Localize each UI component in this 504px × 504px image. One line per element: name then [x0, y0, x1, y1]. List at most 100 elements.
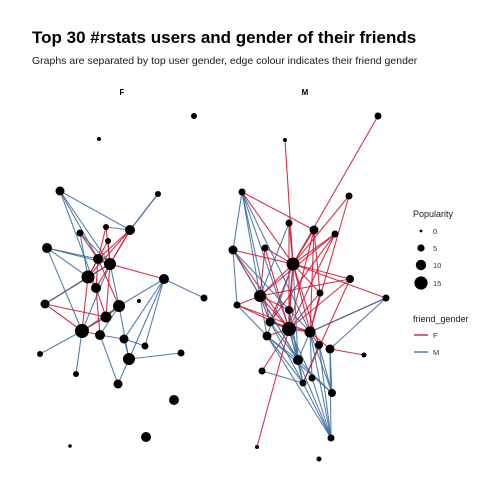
panel-f-edge-46 — [75, 330, 83, 375]
panel-m-edge-40 — [236, 304, 290, 330]
panel-f-edge-15 — [46, 247, 89, 278]
legend-popularity-label-10: 10 — [433, 261, 441, 270]
panel-f-node-m — [91, 283, 101, 293]
facet-label-f: F — [120, 88, 125, 97]
panel-m-node-c — [345, 192, 353, 200]
panel-m-edge-83 — [236, 304, 268, 337]
panel-f-edge-51 — [128, 352, 182, 360]
panel-f-node-b — [97, 137, 101, 141]
panel-f-node-e — [76, 229, 84, 237]
panel-m-edge-63 — [266, 335, 304, 384]
panel-m-edge-16 — [288, 233, 336, 330]
panel-m-node-x — [308, 374, 316, 382]
panel-m-edge-7 — [241, 191, 261, 297]
panel-f-node-aa — [73, 371, 79, 377]
panel-m-node-e — [285, 219, 293, 227]
panel-f-edge-54 — [46, 247, 99, 260]
panel-f-node-h — [42, 243, 52, 253]
panel-m-edge-35 — [309, 292, 321, 333]
panel-m-edge-71 — [297, 359, 332, 439]
panel-f-node-g — [125, 225, 135, 235]
legend-popularity-label-0: 0 — [433, 227, 437, 236]
panel-f-edge-34 — [144, 278, 165, 347]
panel-m-edge-36 — [259, 295, 290, 330]
panel-m-node-aa — [361, 352, 367, 358]
panel-f-node-f — [103, 224, 109, 230]
panel-m-edge-67 — [318, 344, 333, 394]
panel-f-edge-42 — [44, 263, 111, 305]
panel-m-edge-73 — [311, 377, 332, 439]
panel-m-node-y — [258, 367, 266, 375]
panel-f-node-v — [119, 334, 129, 344]
panel-m-edge-10 — [288, 222, 294, 265]
panel-f-node-q — [100, 311, 112, 323]
panel-f-node-t — [137, 299, 141, 303]
panel-m-edge-59 — [309, 331, 332, 439]
panel-f-nodes — [37, 113, 208, 448]
legend-popularity-key-15 — [414, 276, 428, 290]
panel-m-edge-68 — [318, 344, 332, 439]
panel-m-edge-75 — [261, 370, 304, 384]
panel-f-node-n — [159, 274, 169, 284]
panel-f-edge-40 — [44, 303, 107, 318]
panel-m-node-p — [233, 301, 241, 309]
panel-f-edge-7 — [97, 226, 107, 260]
panel-m-edge-19 — [264, 247, 290, 330]
panel-m-node-z — [299, 379, 307, 387]
panel-f-node-y — [123, 353, 135, 365]
panel-f-node-l — [81, 270, 95, 284]
panel-m-edge-12 — [292, 229, 315, 265]
panel-m-edge-88 — [292, 263, 387, 299]
panel-f-node-j — [93, 254, 103, 264]
panel-f-edge-57 — [97, 258, 120, 307]
panel-m-node-cc — [327, 434, 335, 442]
panel-m-edge-57 — [309, 331, 313, 379]
panel-m-edge-20 — [232, 249, 294, 265]
panel-m-node-bb — [328, 389, 336, 397]
panel-m-edge-60 — [269, 321, 299, 361]
panel-m-edge-27 — [288, 263, 294, 330]
legend-popularity-label-5: 5 — [433, 244, 437, 253]
chart-title: Top 30 #rstats users and gender of their… — [32, 28, 416, 47]
legend-popularity-title: Popularity — [413, 209, 454, 219]
legend-friend-gender-label-f: F — [433, 331, 438, 340]
panel-m-edge-93 — [232, 249, 299, 361]
legend-friend-gender-label-m: M — [433, 348, 439, 357]
panel-f-node-dd — [141, 432, 151, 442]
panel-f-edge-2 — [59, 190, 131, 231]
panel-m-edge-80 — [259, 295, 268, 337]
panel-m-node-s — [304, 326, 316, 338]
chart-subtitle: Graphs are separated by top user gender,… — [32, 55, 418, 67]
panel-f-node-r — [75, 324, 89, 338]
panel-m-node-o — [285, 306, 293, 314]
panel-m-edge-84 — [269, 233, 336, 323]
panel-m-edge-5 — [241, 191, 315, 231]
panel-m-edge-50 — [329, 348, 365, 356]
panel-f-edge-31 — [118, 278, 165, 307]
panel-m-network — [228, 112, 390, 462]
panel-f-edge-41 — [44, 303, 83, 332]
panel-f-edge-22 — [109, 263, 165, 280]
panel-f-edge-32 — [163, 278, 205, 299]
panel-f-node-p — [40, 299, 50, 309]
panel-f-edge-9 — [97, 229, 131, 260]
panel-m-edge-90 — [256, 328, 290, 448]
panel-f-edge-16 — [46, 247, 83, 332]
panel-m-edge-2 — [292, 195, 350, 265]
panel-m-edge-74 — [302, 382, 332, 439]
panel-m-edge-6 — [232, 191, 243, 251]
panel-m-edge-3 — [309, 195, 350, 333]
legend-popularity-key-0 — [419, 229, 423, 233]
panel-f-edge-25 — [105, 263, 111, 318]
legend-popularity-key-10 — [415, 259, 427, 271]
panel-f-node-i — [105, 238, 111, 244]
panel-m-node-j — [286, 257, 300, 271]
panel-m-edge-51 — [329, 297, 387, 350]
panel-f-node-cc — [169, 395, 179, 405]
panel-m-edge-65 — [266, 335, 332, 439]
panel-m-edge-15 — [292, 233, 336, 265]
panel-m-edge-0 — [292, 115, 379, 265]
panel-m-node-w — [293, 355, 303, 365]
panel-m-edge-23 — [292, 263, 351, 280]
panel-m-edge-92 — [292, 263, 299, 361]
